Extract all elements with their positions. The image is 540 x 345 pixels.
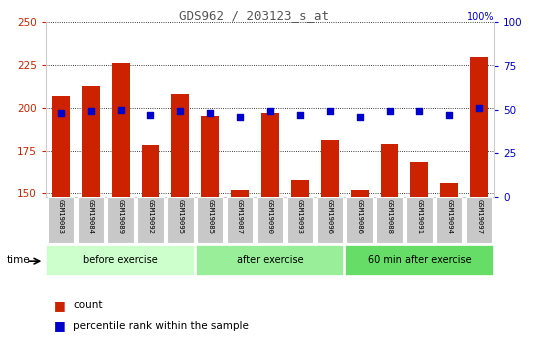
Bar xyxy=(321,140,339,197)
Text: GSM19087: GSM19087 xyxy=(237,199,243,234)
Text: GSM19090: GSM19090 xyxy=(267,199,273,234)
Bar xyxy=(440,183,458,197)
Bar xyxy=(376,197,403,243)
Point xyxy=(295,112,304,118)
Bar xyxy=(466,197,492,243)
Text: GSM19083: GSM19083 xyxy=(58,199,64,234)
Point xyxy=(355,114,364,119)
Bar xyxy=(257,197,283,243)
Bar xyxy=(410,162,428,197)
Bar xyxy=(436,197,462,243)
Text: GSM19086: GSM19086 xyxy=(356,199,363,234)
Bar xyxy=(291,179,309,197)
Text: GSM19096: GSM19096 xyxy=(327,199,333,234)
Text: count: count xyxy=(73,300,103,310)
Point xyxy=(176,109,185,114)
Text: 100%: 100% xyxy=(467,11,494,21)
Bar xyxy=(345,245,494,276)
Point xyxy=(326,109,334,114)
Bar xyxy=(287,197,313,243)
Bar xyxy=(167,197,193,243)
Bar xyxy=(107,197,134,243)
Text: GSM19091: GSM19091 xyxy=(416,199,422,234)
Point xyxy=(415,109,424,114)
Text: GSM19097: GSM19097 xyxy=(476,199,482,234)
Text: time: time xyxy=(7,256,31,265)
Bar xyxy=(78,197,104,243)
Bar xyxy=(347,197,373,243)
Text: GSM19095: GSM19095 xyxy=(177,199,184,234)
Bar xyxy=(112,63,130,197)
Text: GDS962 / 203123_s_at: GDS962 / 203123_s_at xyxy=(179,9,329,22)
Bar xyxy=(231,190,249,197)
Bar xyxy=(171,94,190,197)
Text: GSM19088: GSM19088 xyxy=(387,199,393,234)
Bar xyxy=(381,144,399,197)
Bar xyxy=(48,197,74,243)
Text: percentile rank within the sample: percentile rank within the sample xyxy=(73,321,249,331)
Bar xyxy=(82,86,100,197)
Bar xyxy=(227,197,253,243)
Bar xyxy=(46,245,195,276)
Bar xyxy=(350,190,369,197)
Text: GSM19092: GSM19092 xyxy=(147,199,153,234)
Point xyxy=(445,112,454,118)
Point xyxy=(475,105,483,110)
Text: before exercise: before exercise xyxy=(83,255,158,265)
Bar xyxy=(52,96,70,197)
Text: GSM19094: GSM19094 xyxy=(446,199,453,234)
Text: 60 min after exercise: 60 min after exercise xyxy=(368,255,471,265)
Text: GSM19093: GSM19093 xyxy=(297,199,303,234)
Bar xyxy=(197,197,224,243)
Point xyxy=(385,109,394,114)
Bar xyxy=(201,116,219,197)
Text: GSM19084: GSM19084 xyxy=(87,199,94,234)
Point xyxy=(146,112,155,118)
Text: GSM19085: GSM19085 xyxy=(207,199,213,234)
Text: GSM19089: GSM19089 xyxy=(118,199,124,234)
Bar xyxy=(196,245,344,276)
Bar xyxy=(406,197,433,243)
Text: ■: ■ xyxy=(54,319,66,333)
Text: after exercise: after exercise xyxy=(237,255,303,265)
Bar xyxy=(470,57,488,197)
Point xyxy=(116,107,125,112)
Point xyxy=(57,110,65,116)
Point xyxy=(236,114,245,119)
Bar xyxy=(137,197,164,243)
Bar xyxy=(261,113,279,197)
Bar xyxy=(316,197,343,243)
Text: ■: ■ xyxy=(54,299,66,312)
Point xyxy=(266,109,274,114)
Point xyxy=(206,110,214,116)
Point xyxy=(86,109,95,114)
Bar xyxy=(141,145,159,197)
